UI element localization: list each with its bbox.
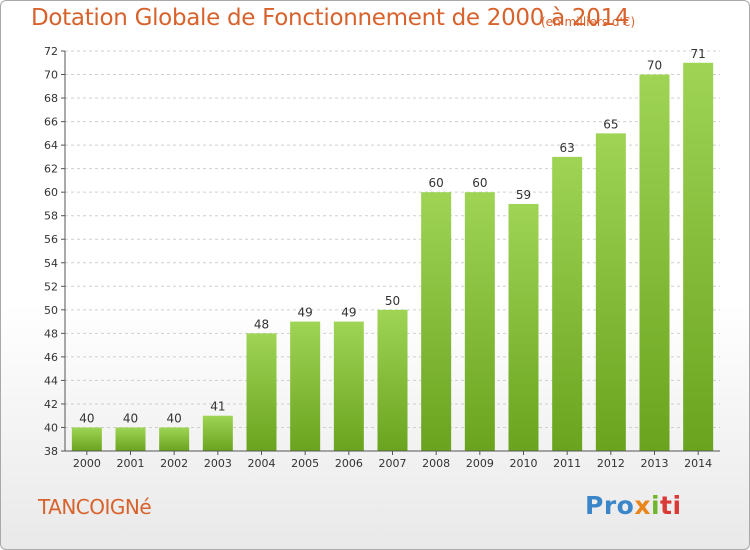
x-tick-label: 2012 [597, 457, 625, 470]
x-tick-label: 2000 [73, 457, 101, 470]
bar-value-label: 60 [472, 176, 487, 190]
y-tick-label: 56 [44, 233, 58, 246]
bar [71, 427, 102, 451]
y-tick-label: 44 [44, 374, 58, 387]
bar-value-label: 49 [298, 306, 313, 320]
y-tick-label: 66 [44, 116, 58, 129]
bar [377, 309, 408, 451]
x-tick-label: 2006 [335, 457, 363, 470]
y-tick-label: 60 [44, 186, 58, 199]
bar [290, 321, 321, 451]
bar-value-label: 40 [123, 411, 138, 425]
y-tick-label: 68 [44, 92, 58, 105]
bar-value-label: 70 [647, 59, 662, 73]
bar-value-label: 71 [691, 47, 706, 61]
y-tick-label: 48 [44, 327, 58, 340]
bar-value-label: 59 [516, 188, 531, 202]
commune-name: TANCOIGNé [38, 495, 152, 519]
bar-value-label: 48 [254, 317, 269, 331]
x-tick-label: 2005 [291, 457, 319, 470]
bar [508, 203, 539, 451]
bar-value-label: 40 [79, 411, 94, 425]
x-tick-label: 2011 [553, 457, 581, 470]
bar [115, 427, 146, 451]
x-tick-label: 2002 [160, 457, 188, 470]
bar [595, 133, 626, 451]
y-tick-label: 40 [44, 421, 58, 434]
x-tick-label: 2010 [510, 457, 538, 470]
y-tick-label: 58 [44, 210, 58, 223]
bar-value-label: 50 [385, 294, 400, 308]
y-tick-label: 72 [44, 45, 58, 58]
bar-value-label: 41 [210, 400, 225, 414]
bar [159, 427, 190, 451]
bar-value-label: 40 [167, 411, 182, 425]
x-tick-label: 2007 [379, 457, 407, 470]
x-tick-label: 2008 [422, 457, 450, 470]
bar-value-label: 49 [341, 306, 356, 320]
y-tick-label: 70 [44, 69, 58, 82]
bar [202, 415, 233, 451]
y-tick-label: 38 [44, 445, 58, 458]
bar [639, 74, 670, 451]
x-tick-label: 2001 [117, 457, 145, 470]
bar [246, 333, 277, 451]
y-tick-label: 52 [44, 280, 58, 293]
x-tick-label: 2003 [204, 457, 232, 470]
bar-value-label: 65 [603, 117, 618, 131]
bar [464, 192, 495, 452]
x-tick-label: 2004 [248, 457, 276, 470]
bar [683, 62, 714, 451]
y-tick-label: 54 [44, 257, 58, 270]
y-tick-label: 50 [44, 304, 58, 317]
y-tick-label: 42 [44, 398, 58, 411]
bar [552, 156, 583, 451]
x-tick-label: 2014 [684, 457, 712, 470]
x-tick-label: 2013 [641, 457, 669, 470]
chart-unit: (en milliers d'€) [541, 15, 636, 29]
bars: 40 40 40 41 48 49 49 50 60 60 59 63 65 70 71 [71, 47, 714, 452]
y-tick-label: 64 [44, 139, 58, 152]
chart-title: Dotation Globale de Fonctionnement de 20… [31, 5, 630, 31]
bar [333, 321, 364, 451]
proxiti-logo: Proxiti [585, 491, 682, 520]
bar [421, 192, 452, 452]
x-tick-label: 2009 [466, 457, 494, 470]
axes: 38 40 42 44 46 48 50 52 54 56 58 60 62 64 66 68 70 72 2000… [44, 45, 720, 470]
bar-value-label: 60 [429, 176, 444, 190]
y-tick-label: 62 [44, 163, 58, 176]
y-tick-label: 46 [44, 351, 58, 364]
bar-value-label: 63 [560, 141, 575, 155]
